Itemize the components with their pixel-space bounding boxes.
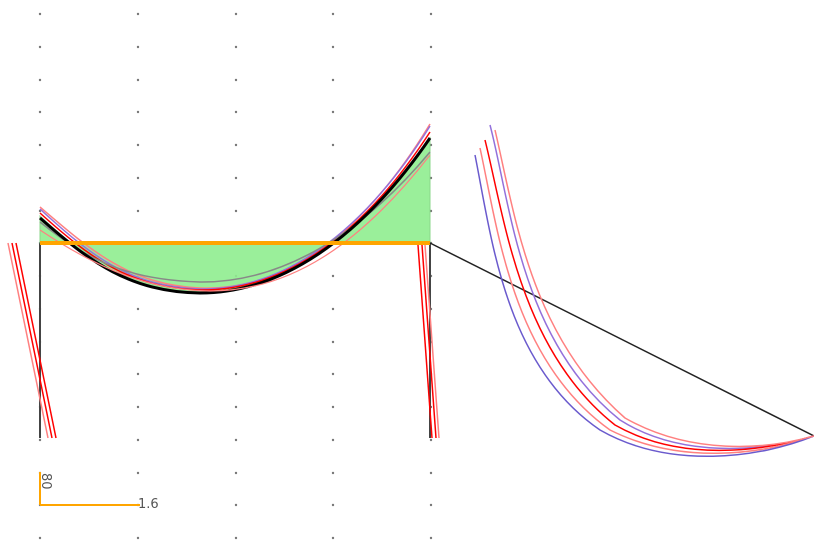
beam-curve-black [39,137,432,295]
grid-dot [429,536,433,540]
beam-curves [39,123,432,295]
grid-dot [429,110,433,114]
grid-dot [234,45,238,49]
grid-dot [136,78,140,82]
grid-dot [331,536,335,540]
scale-bar-value-label: 1.6 [138,497,159,512]
grid-dot [38,176,42,180]
grid-dot [234,78,238,82]
grid-dot [38,12,42,16]
right-curve-fan [474,124,814,457]
grid-dot [234,536,238,540]
grid-dot [136,143,140,147]
grid-dot [136,307,140,311]
grid-dot [234,471,238,475]
grid-dot [331,340,335,344]
fan-curve-pink-2 [494,129,814,448]
grid-dot [331,110,335,114]
grid-dot [331,503,335,507]
left-deflection-line-3 [15,242,57,439]
grid-dot [234,209,238,213]
grid-dot [38,45,42,49]
beam-curve-red [39,131,431,291]
grid-dot [136,405,140,409]
grid-dot [38,78,42,82]
grid-dot [136,209,140,213]
grid-dot [38,110,42,114]
grid-dot [429,45,433,49]
grid-dot [136,110,140,114]
fan-curve-pink-1 [479,147,814,455]
grid-dot [38,536,42,540]
grid-dot [429,12,433,16]
scale-bar: 1.6 80 [38,472,159,512]
right-column-deflection [417,244,440,439]
grid-dot [234,307,238,311]
grid-dot [331,471,335,475]
grid-dot [331,45,335,49]
grid-dot [234,438,238,442]
grid-dot [331,438,335,442]
grid-dot [331,12,335,16]
grid-dot [331,209,335,213]
grid-dot [429,503,433,507]
grid-dot [234,110,238,114]
grid-dot [331,143,335,147]
right-deflection-line-1 [417,244,433,439]
grid-dot [136,45,140,49]
grid-dot [38,143,42,147]
grid-dot [234,176,238,180]
grid-dot [136,12,140,16]
grid-dot [331,176,335,180]
grid-dot [136,438,140,442]
grid-dot [331,405,335,409]
fan-curve-blue [474,154,814,457]
grid-dot [331,274,335,278]
right-deflection-line-3 [424,244,440,439]
grid-dot [234,503,238,507]
grid-dot [331,372,335,376]
beam-curve-purple [39,125,431,290]
moment-area-fill [39,136,431,293]
grid-dot [234,12,238,16]
grid-dot [234,340,238,344]
right-deflection-line-2 [421,244,437,439]
grid-dot [429,438,433,442]
grid-dot [136,176,140,180]
left-column-deflection [7,242,57,439]
grid-dot [234,372,238,376]
grid-dot [136,340,140,344]
grid-dot [234,405,238,409]
beam-curve-pink-lower [39,154,431,292]
grid-dot [429,78,433,82]
scale-bar-vertical-label: 80 [38,473,53,490]
grid-dot [429,471,433,475]
diagonal-link-line [429,242,814,437]
grid-dot [136,372,140,376]
left-deflection-line-1 [7,242,49,439]
fan-curve-red-1 [484,139,814,452]
left-deflection-line-2 [11,242,53,439]
grid-dot [38,438,42,442]
grid-dot [234,143,238,147]
grid-dot [331,78,335,82]
grid-dot [136,536,140,540]
grid-dot [136,471,140,475]
fan-curve-purple [489,124,814,450]
grid-dot [331,307,335,311]
